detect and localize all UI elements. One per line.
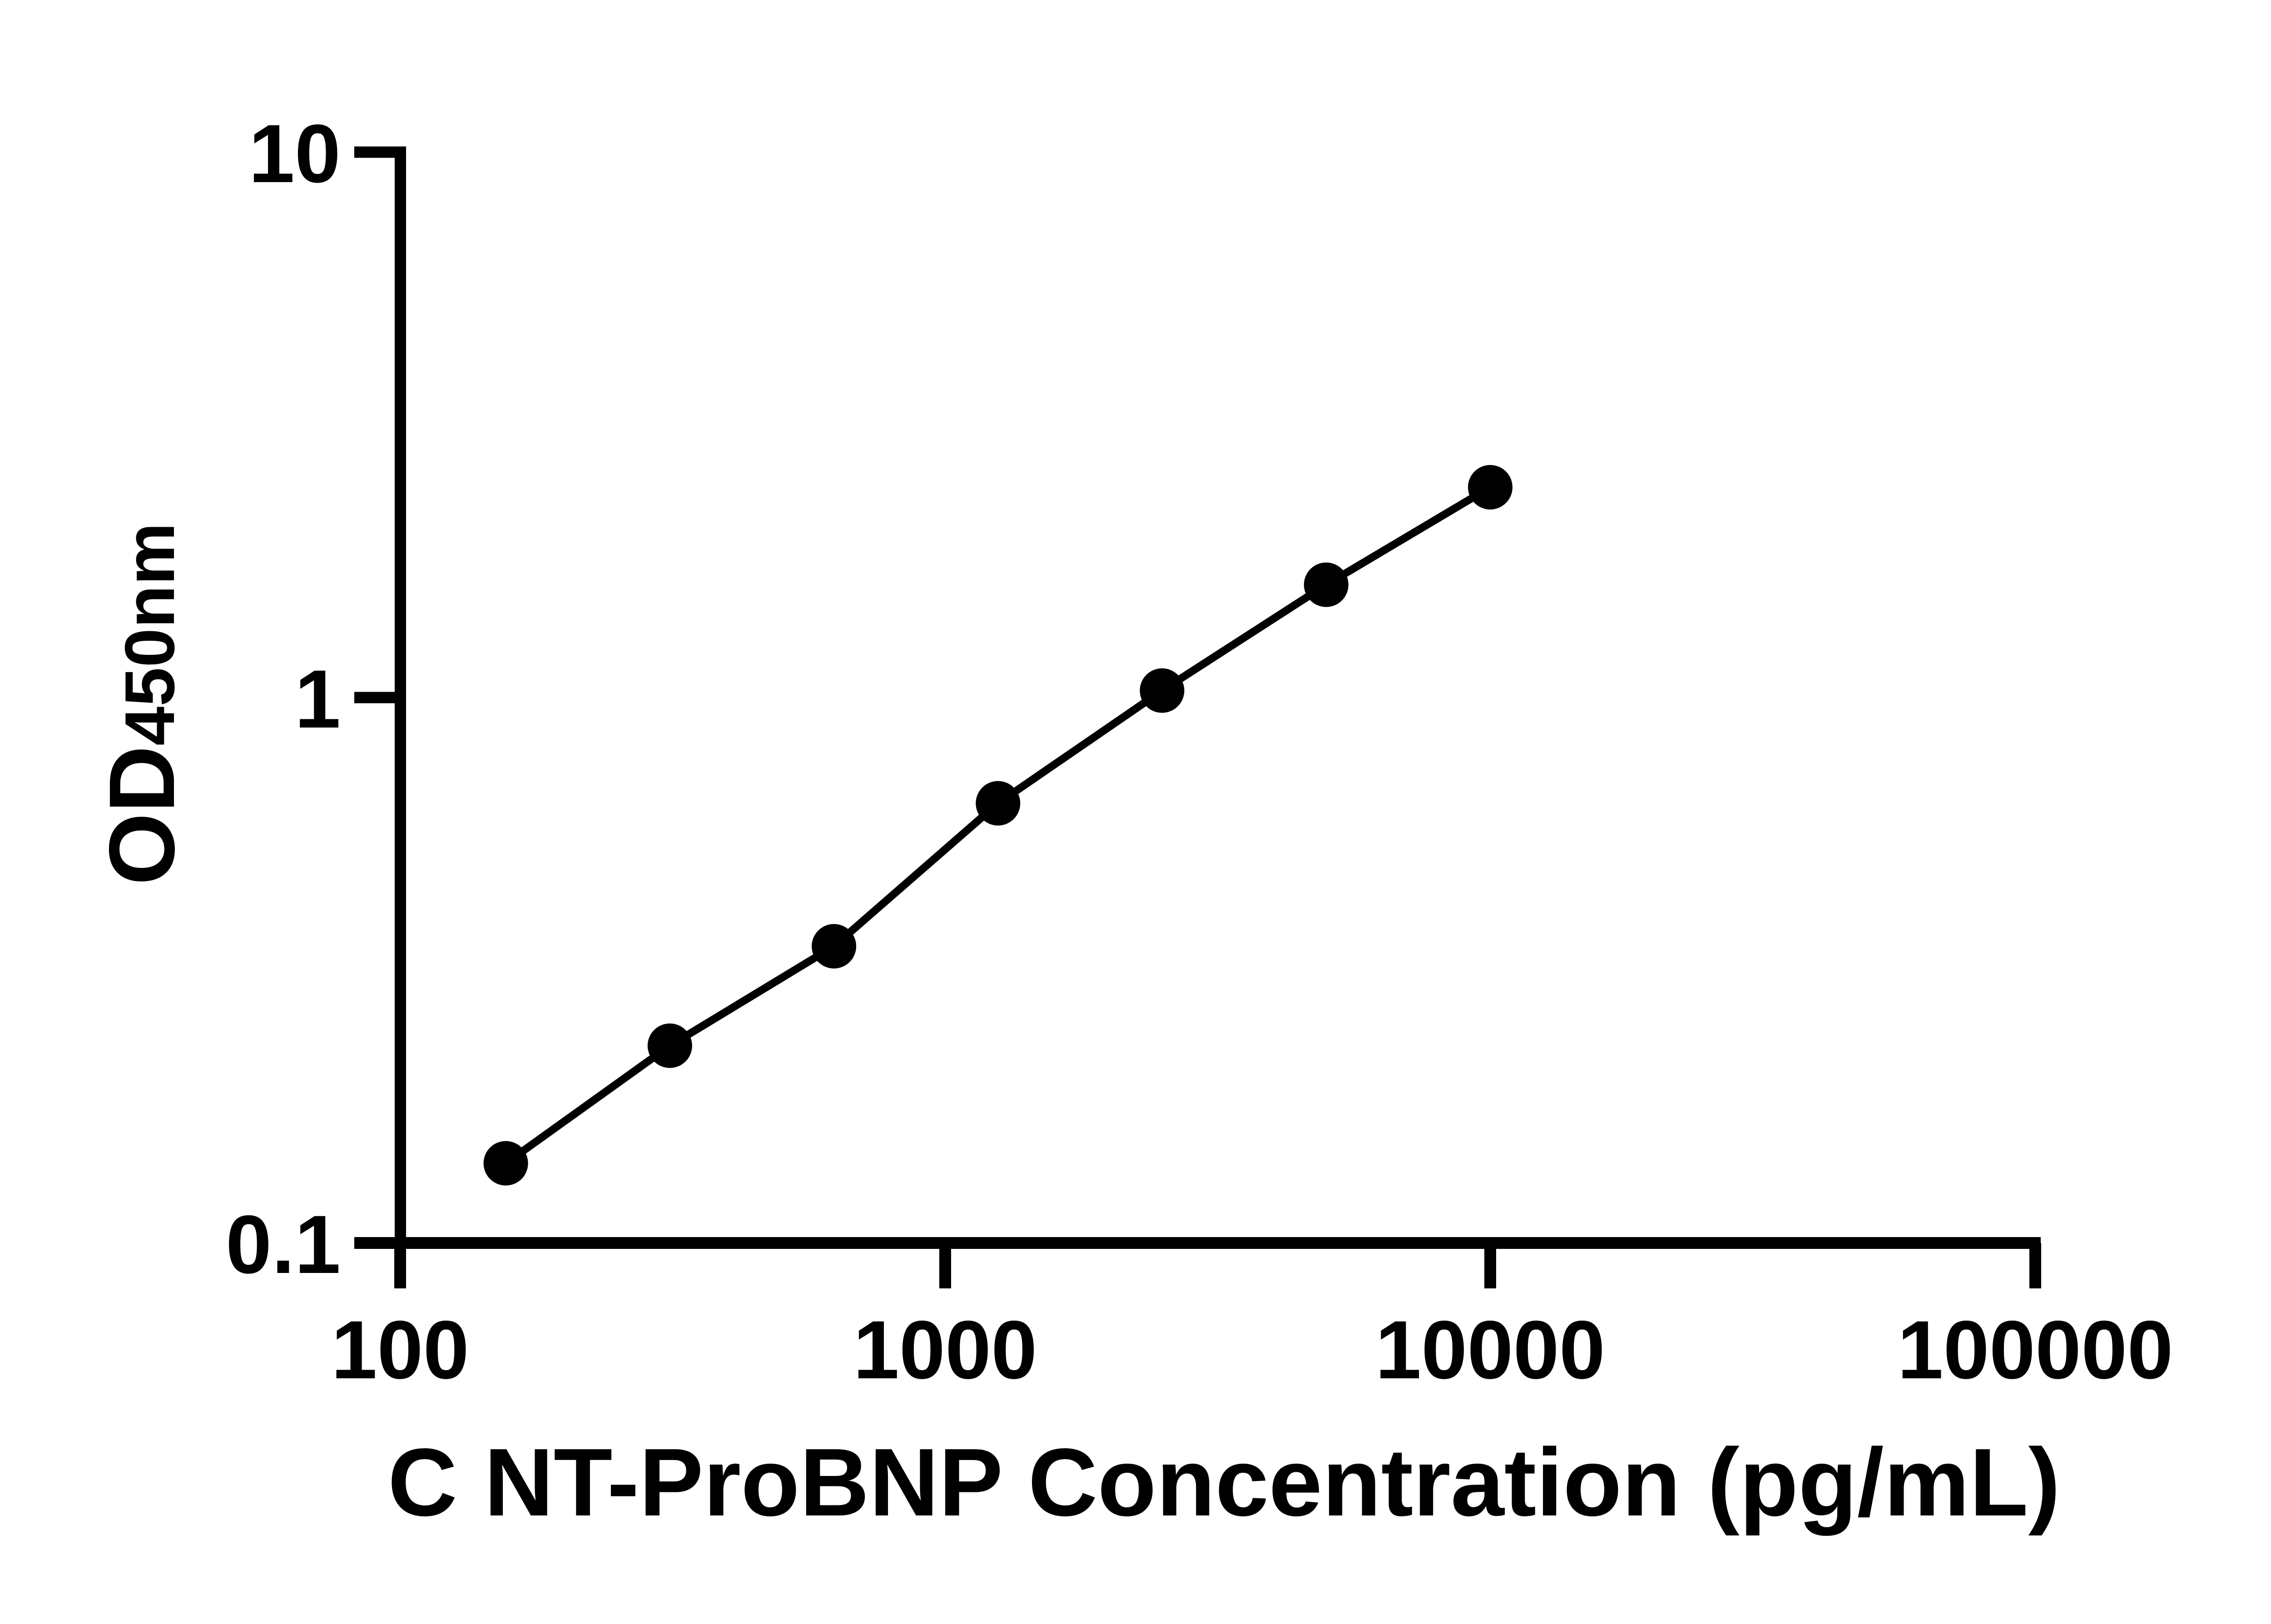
data-point xyxy=(1468,465,1512,510)
y-tick-label-10: 10 xyxy=(249,107,341,200)
x-tick-labels: 100 1000 10000 100000 xyxy=(331,1303,2173,1396)
x-axis-title: C NT-ProBNP Concentration (pg/mL) xyxy=(388,1428,2060,1536)
series-layer xyxy=(483,465,1512,1186)
data-point xyxy=(1140,668,1185,713)
y-tick-label-1: 1 xyxy=(295,653,341,745)
y-axis-title-450nm: 450nm xyxy=(110,523,189,746)
x-tick-label-100000: 100000 xyxy=(1897,1303,2173,1396)
data-point xyxy=(812,924,857,969)
data-point xyxy=(976,781,1021,826)
data-point xyxy=(1304,562,1349,607)
data-point xyxy=(483,1141,528,1186)
data-point xyxy=(647,1023,692,1068)
x-tick-label-10000: 10000 xyxy=(1375,1303,1605,1396)
y-tick-label-0.1: 0.1 xyxy=(226,1198,341,1291)
y-tick-labels: 10 1 0.1 xyxy=(226,107,341,1291)
x-tick-label-100: 100 xyxy=(331,1303,469,1396)
x-tick-label-1000: 1000 xyxy=(853,1303,1037,1396)
axes xyxy=(354,146,2041,1288)
y-axis-title: OD450nm xyxy=(90,523,194,886)
y-axis-title-od: OD xyxy=(90,746,194,886)
